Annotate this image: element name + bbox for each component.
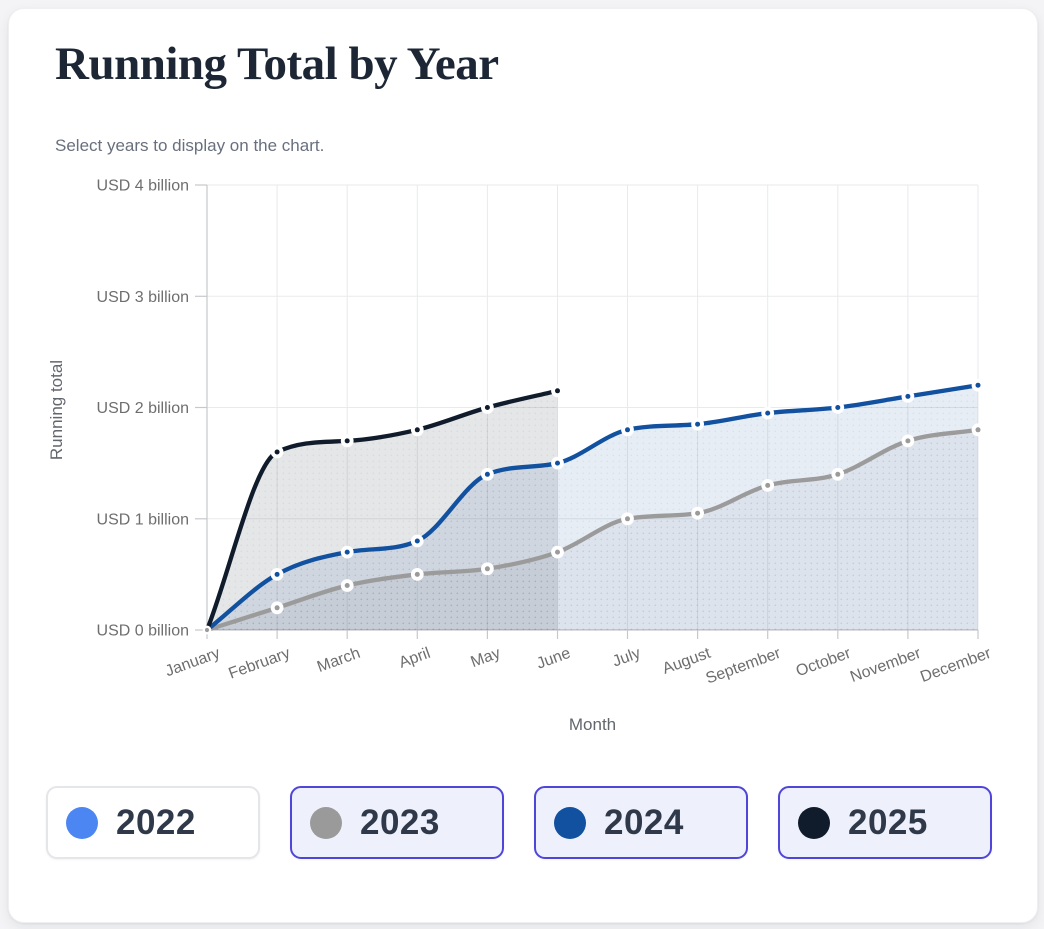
data-point xyxy=(905,438,911,444)
data-point xyxy=(414,538,420,544)
year-toggle-2025[interactable]: 2025 xyxy=(778,786,992,859)
data-point xyxy=(344,549,350,555)
data-point xyxy=(555,549,560,555)
data-point xyxy=(695,510,701,516)
data-point xyxy=(975,427,981,433)
data-point xyxy=(905,393,911,399)
x-tick-label: March xyxy=(315,645,363,676)
x-tick-label: December xyxy=(918,645,994,686)
year-toggle-2024[interactable]: 2024 xyxy=(534,786,748,859)
x-tick-label: July xyxy=(610,645,643,671)
data-point xyxy=(555,388,560,394)
data-point xyxy=(344,583,350,588)
data-point xyxy=(274,605,280,611)
x-tick-label: September xyxy=(704,645,784,688)
y-axis-title: Running total xyxy=(47,360,66,460)
x-tick-label: January xyxy=(163,645,222,680)
x-tick-label: February xyxy=(226,645,292,683)
data-point xyxy=(835,405,841,410)
data-point xyxy=(414,427,420,433)
year-toggle-group: 2022 2023 2024 2025 xyxy=(46,786,992,859)
year-2022-color-dot xyxy=(66,806,98,839)
data-point xyxy=(274,449,280,455)
year-2025-color-dot xyxy=(798,806,830,839)
year-toggle-2022[interactable]: 2022 xyxy=(46,786,260,859)
running-total-chart: USD 0 billion USD 1 billion USD 2 billion U… xyxy=(47,178,994,735)
year-toggle-label: 2025 xyxy=(848,802,928,842)
data-point xyxy=(765,410,771,416)
series-2025-points xyxy=(202,384,564,635)
data-point xyxy=(835,471,841,477)
data-point xyxy=(204,627,210,633)
x-tick-label: November xyxy=(848,645,924,686)
year-toggle-2023[interactable]: 2023 xyxy=(290,786,504,859)
page-subtitle: Select years to display on the chart. xyxy=(55,136,325,155)
x-tick-label: June xyxy=(534,645,573,673)
data-point xyxy=(344,438,350,444)
series-2023-line xyxy=(204,427,981,633)
year-2023-color-dot xyxy=(310,806,342,839)
data-point xyxy=(975,382,981,388)
page-title: Running Total by Year xyxy=(55,38,499,90)
x-tick-label: May xyxy=(469,645,503,671)
x-tick-label: April xyxy=(397,645,433,672)
series-2025-area-texture xyxy=(207,390,558,630)
x-tick-label: October xyxy=(794,645,854,681)
data-point xyxy=(484,471,490,477)
x-axis-title: Month xyxy=(569,715,616,734)
y-tick-label: USD 4 billion xyxy=(97,178,189,195)
data-point xyxy=(625,427,630,433)
year-2024-color-dot xyxy=(554,806,586,839)
data-point xyxy=(274,571,280,577)
data-point xyxy=(765,482,771,488)
data-point xyxy=(484,566,490,572)
data-point xyxy=(414,571,420,577)
y-tick-label: USD 2 billion xyxy=(97,400,189,417)
y-tick-label: USD 0 billion xyxy=(97,623,189,640)
y-tick-label: USD 1 billion xyxy=(97,511,189,528)
series-2023-points xyxy=(202,423,985,635)
data-point xyxy=(555,460,560,466)
data-point xyxy=(695,421,701,427)
data-point xyxy=(625,516,630,522)
year-toggle-label: 2023 xyxy=(360,802,440,842)
y-tick-label: USD 3 billion xyxy=(97,289,189,306)
year-toggle-label: 2022 xyxy=(116,802,196,842)
year-toggle-label: 2024 xyxy=(604,802,684,842)
data-point xyxy=(484,405,490,410)
